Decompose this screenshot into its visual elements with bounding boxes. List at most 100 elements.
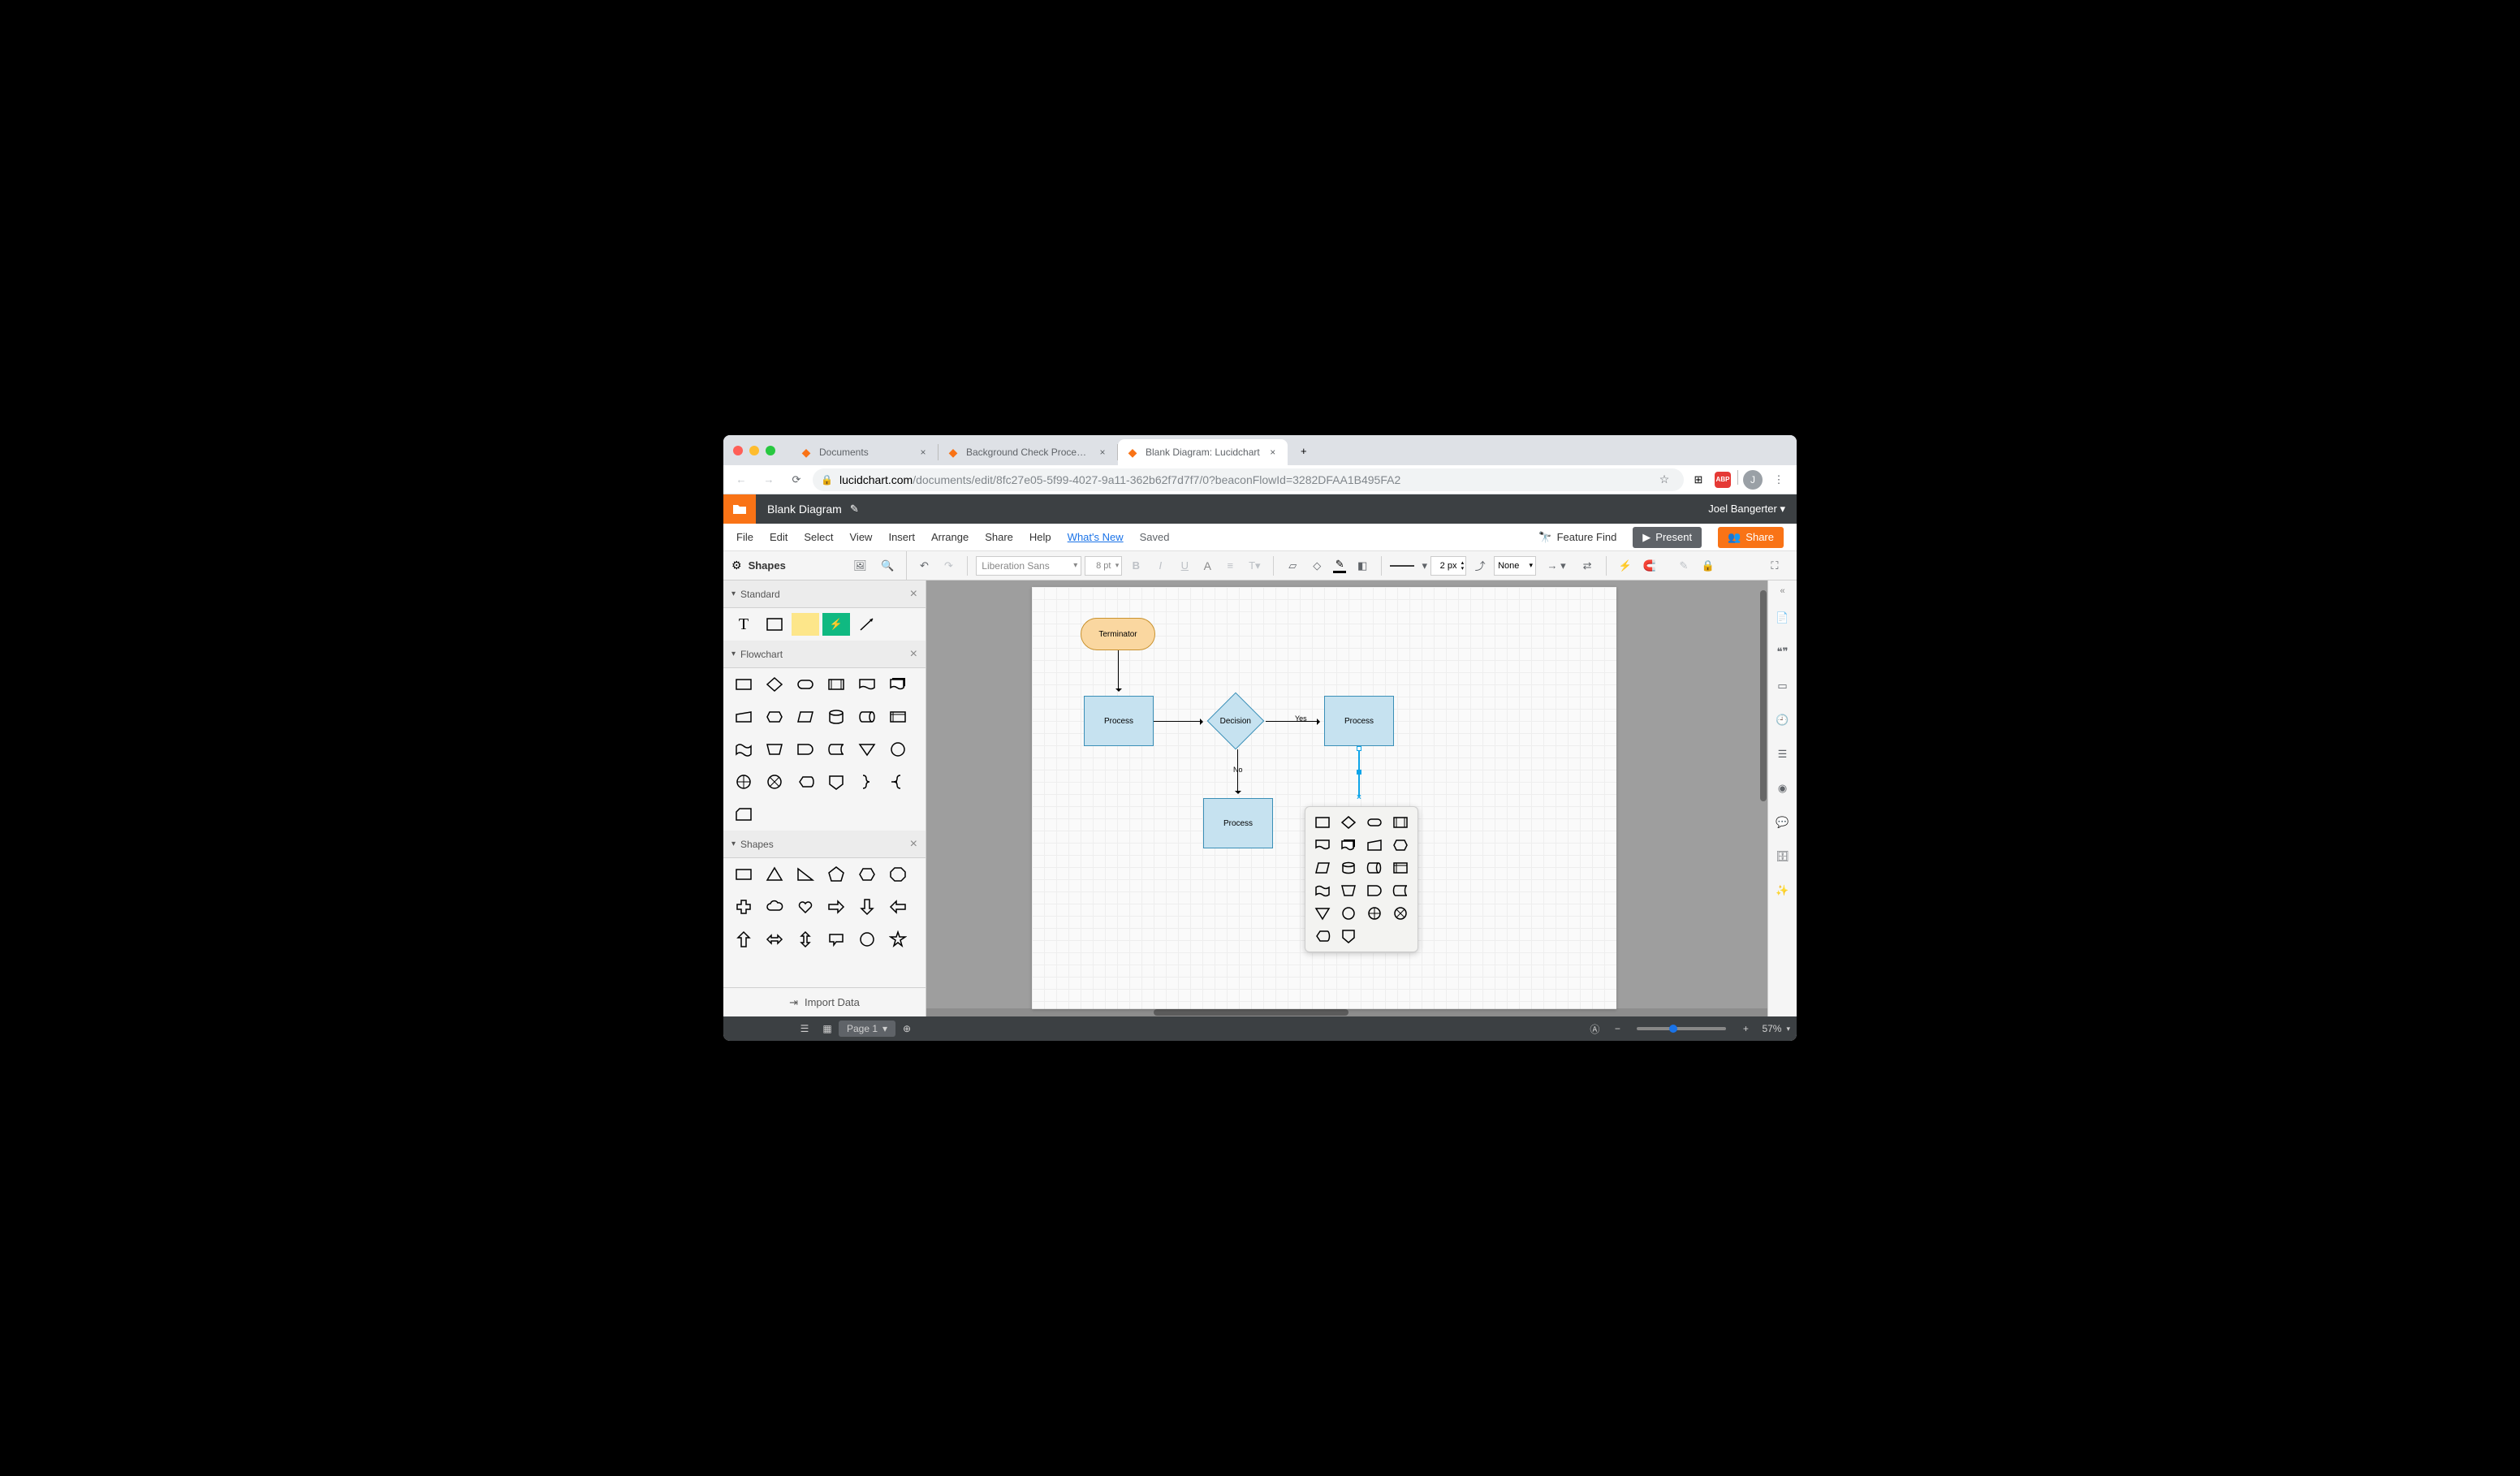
rail-theme-icon[interactable]: ◉ (1771, 777, 1794, 800)
shape-options-button[interactable]: ◧ (1352, 555, 1373, 576)
home-folder-button[interactable] (723, 494, 756, 524)
zoom-in-button[interactable]: + (1734, 1017, 1757, 1040)
edge-terminator-process1[interactable] (1118, 650, 1119, 691)
close-tab-icon[interactable]: × (1096, 446, 1109, 459)
rail-present-icon[interactable]: ▭ (1771, 675, 1794, 697)
fill-button[interactable]: ◇ (1306, 555, 1327, 576)
sh-arrow-left[interactable] (884, 896, 912, 918)
qs-direct-data[interactable] (1364, 859, 1385, 877)
node-terminator[interactable]: Terminator (1081, 618, 1155, 650)
qs-document[interactable] (1312, 836, 1333, 854)
qs-delay[interactable] (1364, 882, 1385, 900)
qs-stored-data[interactable] (1390, 882, 1411, 900)
edit-title-icon[interactable]: ✎ (850, 503, 859, 516)
rail-quote-icon[interactable]: ❝❞ (1771, 641, 1794, 663)
node-process3[interactable]: Process (1203, 798, 1273, 848)
extension-icon[interactable]: ⊞ (1689, 470, 1708, 490)
qs-or[interactable] (1364, 904, 1385, 922)
fc-terminator-shape[interactable] (792, 673, 819, 696)
sh-callout[interactable] (822, 928, 850, 951)
qs-connector[interactable] (1338, 904, 1359, 922)
fc-internal-storage-shape[interactable] (884, 706, 912, 728)
sh-arrow-ud[interactable] (792, 928, 819, 951)
qs-process[interactable] (1312, 814, 1333, 831)
vertical-scrollbar[interactable] (1760, 590, 1767, 801)
fc-delay-shape[interactable] (792, 738, 819, 761)
zoom-out-button[interactable]: − (1606, 1017, 1629, 1040)
fc-manual-input-shape[interactable] (730, 706, 757, 728)
sh-heart[interactable] (792, 896, 819, 918)
collapse-rail-icon[interactable]: « (1768, 587, 1797, 595)
fc-card-shape[interactable] (730, 803, 757, 826)
section-shapes[interactable]: ▾Shapes× (723, 831, 926, 858)
fc-brace-right-shape[interactable] (853, 770, 881, 793)
qs-database[interactable] (1338, 859, 1359, 877)
sh-arrow-up[interactable] (730, 928, 757, 951)
fc-preparation-shape[interactable] (761, 706, 788, 728)
qs-decision[interactable] (1338, 814, 1359, 831)
fullscreen-button[interactable]: ⛶ (1764, 555, 1785, 576)
url-field[interactable]: 🔒 lucidchart.com/documents/edit/8fc27e05… (813, 468, 1684, 491)
canvas-page[interactable]: Terminator Process Decision Yes Process … (1032, 587, 1616, 1009)
fc-connector-shape[interactable] (884, 738, 912, 761)
node-process2[interactable]: Process (1324, 696, 1394, 746)
undo-button[interactable]: ↶ (913, 555, 934, 576)
qs-manual-op[interactable] (1338, 882, 1359, 900)
nav-forward-button[interactable]: → (757, 468, 780, 491)
menu-share[interactable]: Share (985, 531, 1013, 543)
fc-document-shape[interactable] (853, 673, 881, 696)
reload-button[interactable]: ⟳ (785, 468, 808, 491)
line-end-select[interactable]: → ▾ (1539, 555, 1573, 576)
qs-data[interactable] (1312, 859, 1333, 877)
accessibility-icon[interactable]: Ⓐ (1583, 1017, 1606, 1040)
italic-button[interactable]: I (1150, 555, 1171, 576)
text-color-button[interactable]: A (1198, 559, 1216, 572)
qs-off-page[interactable] (1338, 927, 1359, 945)
sh-hexagon[interactable] (853, 863, 881, 886)
section-flowchart[interactable]: ▾Flowchart× (723, 641, 926, 668)
sh-right-triangle[interactable] (792, 863, 819, 886)
bold-button[interactable]: B (1125, 555, 1146, 576)
rail-layers-icon[interactable]: ☰ (1771, 743, 1794, 766)
close-tab-icon[interactable]: × (917, 446, 930, 459)
import-data-button[interactable]: ⇥ Import Data (723, 987, 926, 1016)
qs-display[interactable] (1312, 927, 1333, 945)
rail-history-icon[interactable]: 🕘 (1771, 709, 1794, 732)
add-page-button[interactable]: ⊕ (895, 1017, 918, 1040)
crop-button[interactable]: ▱ (1282, 555, 1303, 576)
underline-button[interactable]: U (1174, 555, 1195, 576)
qs-manual-input[interactable] (1364, 836, 1385, 854)
qs-predefined[interactable] (1390, 814, 1411, 831)
rail-page-icon[interactable]: 📄 (1771, 606, 1794, 629)
bookmark-star-icon[interactable]: ☆ (1653, 468, 1676, 491)
note-shape[interactable] (792, 613, 819, 636)
redo-button[interactable]: ↷ (938, 555, 959, 576)
browser-tab-background-check[interactable]: ◆ Background Check Process Flo × (939, 439, 1117, 465)
line-weight-input[interactable]: 2 px▴▾ (1430, 556, 1466, 576)
qs-sum[interactable] (1390, 904, 1411, 922)
chrome-menu-icon[interactable]: ⋮ (1767, 468, 1790, 491)
fc-multidoc-shape[interactable] (884, 673, 912, 696)
new-tab-button[interactable]: + (1292, 439, 1315, 462)
fc-manual-op-shape[interactable] (761, 738, 788, 761)
close-tab-icon[interactable]: × (1266, 446, 1279, 459)
auto-layout-button[interactable]: ⚡ (1615, 555, 1636, 576)
zoom-slider[interactable] (1637, 1027, 1726, 1030)
fc-paper-tape-shape[interactable] (730, 738, 757, 761)
edge-handle-mid[interactable] (1357, 770, 1361, 775)
qs-terminator[interactable] (1364, 814, 1385, 831)
rail-magic-icon[interactable]: ✨ (1771, 879, 1794, 902)
font-select[interactable]: Liberation Sans (976, 556, 1081, 576)
edge-endpoint-x[interactable]: × (1357, 793, 1361, 802)
swap-line-ends-button[interactable]: ⇄ (1577, 555, 1598, 576)
menu-view[interactable]: View (850, 531, 873, 543)
gear-icon[interactable]: ⚙ (731, 559, 742, 572)
menu-edit[interactable]: Edit (770, 531, 788, 543)
fc-database-shape[interactable] (822, 706, 850, 728)
line-style-select[interactable]: ▾ (1390, 555, 1427, 576)
abp-extension-icon[interactable]: ABP (1713, 470, 1732, 490)
fc-display-shape[interactable] (792, 770, 819, 793)
fc-stored-data-shape[interactable] (822, 738, 850, 761)
line-start-select[interactable]: None (1494, 556, 1536, 576)
close-window-icon[interactable] (733, 446, 743, 455)
